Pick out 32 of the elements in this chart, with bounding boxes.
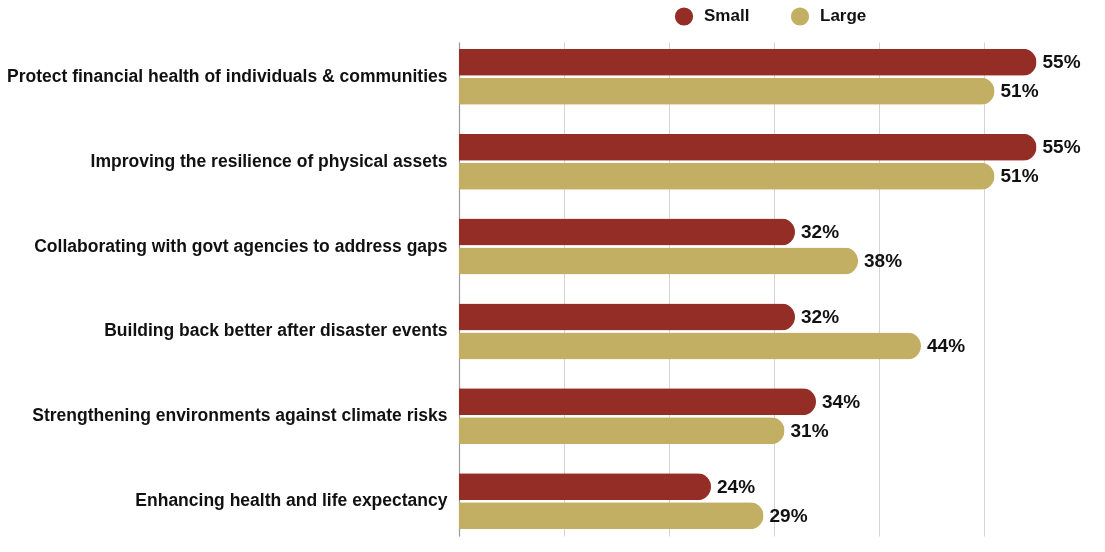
data-label: 51%: [1000, 80, 1039, 102]
data-label: 34%: [822, 390, 861, 412]
bar: [459, 77, 995, 105]
data-label: 24%: [717, 475, 756, 497]
y-tick-label: Strengthening environments against climate risks: [32, 405, 448, 426]
legend-label: Small: [704, 6, 750, 26]
y-tick-label: Protect financial health of individuals & communities: [7, 65, 448, 86]
bar: [459, 473, 711, 501]
data-label: 31%: [790, 419, 829, 441]
legend-label: Large: [820, 6, 867, 26]
bar: [459, 218, 795, 246]
bar: [459, 332, 921, 360]
data-label: 55%: [1042, 51, 1081, 73]
bar: [459, 417, 785, 445]
bar: [459, 247, 858, 275]
data-label: 44%: [927, 334, 966, 356]
bar: [459, 502, 764, 530]
data-label: 32%: [801, 221, 840, 243]
bar: [459, 303, 795, 331]
data-label: 51%: [1000, 165, 1039, 187]
y-tick-label: Enhancing health and life expectancy: [135, 490, 448, 511]
bar: [459, 162, 995, 190]
data-label: 32%: [801, 305, 840, 327]
bar: [459, 388, 816, 416]
bar: [459, 133, 1037, 161]
bar: [459, 48, 1037, 76]
y-tick-label: Building back better after disaster events: [104, 320, 448, 341]
data-label: 55%: [1042, 136, 1081, 158]
y-tick-label: Improving the resilience of physical assets: [90, 150, 448, 171]
y-tick-label: Collaborating with govt agencies to address gaps: [34, 235, 448, 256]
data-label: 38%: [864, 250, 903, 272]
data-label: 29%: [769, 504, 808, 526]
